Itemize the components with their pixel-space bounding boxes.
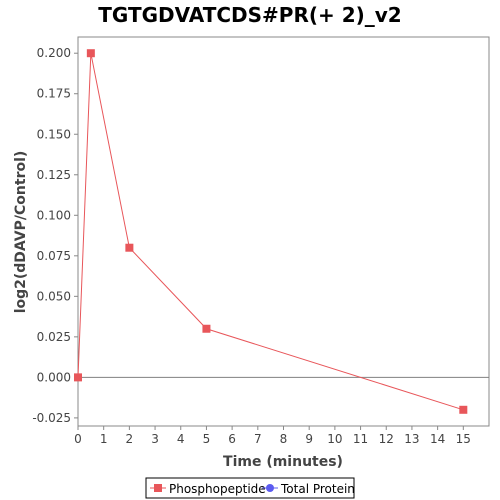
legend-box — [145, 477, 355, 499]
data-point — [459, 405, 468, 414]
legend-label-phosphopeptide: Phosphopeptide — [169, 482, 266, 496]
y-axis: -0.025 0.000 0.025 0.050 0.075 0.100 0.125 0.15… — [32, 46, 78, 425]
x-tick-label: 2 — [126, 432, 134, 446]
x-tick-label: 4 — [177, 432, 185, 446]
y-axis-label: log2(dDAVP/Control) — [13, 151, 29, 314]
x-tick-label: 5 — [203, 432, 211, 446]
x-tick-label: 3 — [151, 432, 159, 446]
x-axis: 0 1 2 3 4 5 6 7 8 9 10 11 12 13 14 15 — [74, 426, 471, 446]
x-axis-label: Time (minutes) — [223, 454, 343, 470]
x-tick-label: 14 — [430, 432, 445, 446]
data-point — [125, 243, 134, 252]
chart-title: TGTGDVATCDS#PR(+ 2)_v2 — [98, 3, 401, 27]
y-tick-label: 0.125 — [37, 168, 71, 182]
y-tick-label: 0.100 — [37, 208, 71, 222]
series-layer — [74, 49, 468, 414]
y-tick-label: -0.025 — [32, 411, 71, 425]
y-tick-label: 0.025 — [37, 330, 71, 344]
legend-marker-phosphopeptide — [154, 484, 162, 492]
x-tick-label: 10 — [327, 432, 342, 446]
x-tick-label: 6 — [228, 432, 236, 446]
x-tick-label: 12 — [379, 432, 394, 446]
x-tick-label: 7 — [254, 432, 262, 446]
x-tick-label: 11 — [353, 432, 368, 446]
y-tick-label: 0.150 — [37, 127, 71, 141]
y-tick-label: 0.175 — [37, 87, 71, 101]
x-tick-label: 15 — [456, 432, 471, 446]
x-tick-label: 8 — [280, 432, 288, 446]
y-tick-label: 0.200 — [37, 46, 71, 60]
legend-marker-total-protein — [266, 484, 274, 492]
legend-label-total-protein: Total Protein — [280, 482, 355, 496]
data-point — [86, 49, 95, 58]
x-tick-label: 9 — [305, 432, 313, 446]
x-tick-label: 0 — [74, 432, 82, 446]
plot-area — [77, 36, 490, 427]
data-point — [74, 373, 82, 382]
legend: Phosphopeptide Total Protein — [145, 477, 355, 499]
x-tick-label: 1 — [100, 432, 108, 446]
y-tick-label: 0.000 — [37, 370, 71, 384]
y-tick-label: 0.050 — [37, 289, 71, 303]
x-tick-label: 13 — [404, 432, 419, 446]
y-tick-label: 0.075 — [37, 249, 71, 263]
data-point — [202, 324, 211, 333]
